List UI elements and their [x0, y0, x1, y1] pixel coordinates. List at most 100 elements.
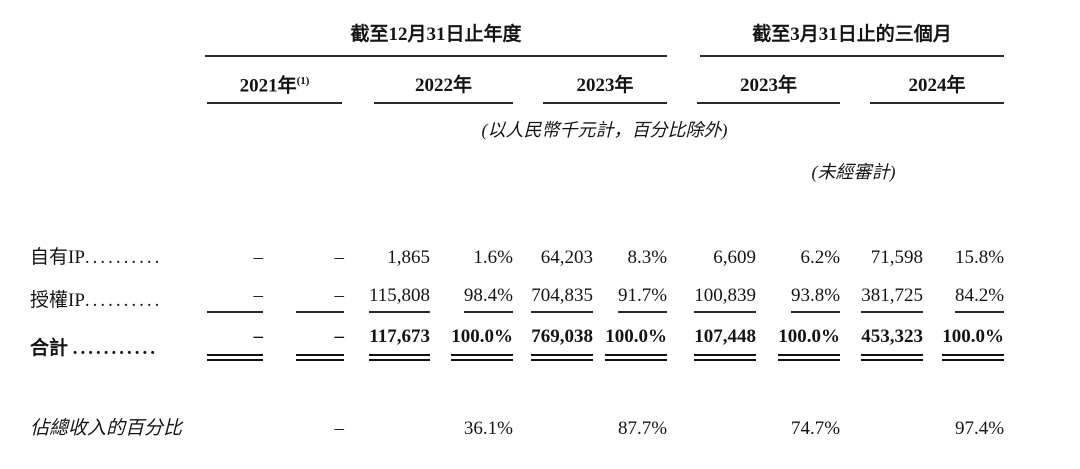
cell: 115,808 [344, 270, 430, 314]
cell [667, 417, 756, 441]
cell: 8.3% [593, 246, 667, 270]
col-group-annual-title: 截至12月31日止年度 [205, 0, 668, 57]
row-label-licensed-ip: 授權IP.......... [30, 270, 205, 313]
col-group-annual: 截至12月31日止年度 [205, 0, 668, 57]
year-col-2023-q1: 2023年 [667, 57, 841, 105]
value: 97.4% [954, 418, 1005, 440]
cell: 91.7% [593, 270, 668, 314]
value: 453,323 [861, 325, 924, 362]
row-label-text: 自有IP [30, 247, 85, 269]
value: 84.2% [954, 284, 1005, 314]
prospectus-table-section: 截至12月31日止年度 截至3月31日止的三個月 2021年(1) 2022年 … [30, 0, 1005, 441]
row-label-text: 授權IP [30, 290, 85, 312]
value: 100.0% [778, 325, 841, 362]
value: 100,839 [694, 284, 757, 314]
cell: 64,203 [513, 246, 593, 270]
cell: 93.8% [756, 270, 841, 314]
unit-note-row: (以人民幣千元計，百分比除外) [30, 104, 1004, 141]
value: 98.4% [463, 284, 513, 314]
dot-leader: .......... [84, 290, 163, 312]
cell: 87.7% [593, 417, 667, 441]
cell: – [263, 313, 344, 362]
cell: 769,038 [513, 313, 593, 362]
spacer-row [30, 184, 1004, 246]
year-label-2021: 2021年(1) [207, 57, 342, 105]
cell: 1.6% [430, 246, 513, 270]
cell: 453,323 [840, 313, 924, 362]
cell: – [205, 270, 263, 314]
cell [840, 417, 923, 441]
year-label-2023: 2023年 [543, 62, 668, 105]
value: 381,725 [861, 284, 924, 314]
cell: 117,673 [344, 313, 430, 362]
year-label-2023-q1: 2023年 [697, 62, 841, 105]
cell: 100,839 [667, 270, 757, 314]
row-pct-of-revenue: 佔總收入的百分比 – 36.1% 87.7% 74.7% 97.4% [30, 417, 1004, 441]
value: 64,203 [540, 247, 593, 269]
value: – [296, 325, 344, 362]
cell [205, 417, 263, 441]
value: 100.0% [942, 325, 1005, 362]
value: 6.2% [800, 247, 841, 269]
cell: 704,835 [513, 270, 593, 314]
value: 91.7% [617, 284, 668, 314]
cell: 1,865 [344, 246, 430, 270]
value: 74.7% [790, 418, 841, 440]
year-header-row: 2021年(1) 2022年 2023年 2023年 2024年 [30, 57, 1005, 105]
value: 769,038 [531, 325, 593, 362]
year-col-2021: 2021年(1) [205, 57, 344, 105]
value: 100.0% [451, 325, 513, 362]
cell: 15.8% [923, 246, 1004, 270]
row-label-pct-of-revenue: 佔總收入的百分比 [30, 418, 183, 440]
value: 1,865 [387, 247, 430, 269]
year-text: 2021年 [239, 75, 297, 97]
value: 15.8% [954, 247, 1005, 269]
unaudited-note-row: (未經審計) [30, 141, 1004, 184]
value: – [334, 247, 345, 269]
revenue-by-ip-table: 截至12月31日止年度 截至3月31日止的三個月 2021年(1) 2022年 … [30, 0, 1005, 441]
empty-cell [30, 104, 205, 141]
col-group-quarterly: 截至3月31日止的三個月 [667, 0, 1005, 57]
cell: 36.1% [430, 417, 513, 441]
cell: – [263, 270, 344, 314]
cell: 6,609 [667, 246, 756, 270]
value: 93.8% [790, 284, 841, 314]
corner-cell [30, 0, 205, 57]
value: 6,609 [713, 247, 757, 269]
row-own-ip: 自有IP.......... – – 1,865 1.6% 64,203 8.3… [30, 246, 1004, 270]
cell [344, 417, 430, 441]
empty-cell [30, 57, 205, 104]
cell: 100.0% [756, 313, 841, 362]
value: 36.1% [463, 418, 513, 440]
row-label-text: 合計 [30, 338, 69, 360]
value: 87.7% [617, 418, 668, 440]
value: 115,808 [368, 284, 430, 314]
row-licensed-ip: 授權IP.......... – – 115,808 98.4% 704,835… [30, 270, 1005, 314]
value: 8.3% [627, 247, 668, 269]
year-label-2024-q1: 2024年 [870, 62, 1005, 105]
year-label-2022: 2022年 [374, 62, 513, 105]
value: 107,448 [694, 325, 757, 362]
value: – [334, 418, 345, 440]
cell: – [205, 313, 263, 362]
row-label-total: 合計 ........... [30, 313, 205, 361]
cell: 97.4% [923, 417, 1004, 441]
dot-leader: .......... [84, 247, 163, 269]
cell: 84.2% [923, 270, 1005, 314]
year-col-2023: 2023年 [513, 57, 668, 105]
unit-note: (以人民幣千元計，百分比除外) [481, 120, 728, 141]
cell: 100.0% [593, 313, 668, 362]
value: 704,835 [531, 284, 593, 314]
value: 117,673 [369, 325, 430, 362]
value: 71,598 [870, 247, 924, 269]
cell: 100.0% [923, 313, 1005, 362]
cell: 100.0% [430, 313, 513, 362]
dot-leader: ........... [72, 338, 159, 360]
value: 1.6% [473, 247, 513, 269]
cell: – [263, 417, 345, 441]
value: 100.0% [605, 325, 668, 362]
row-label-own-ip: 自有IP.......... [30, 246, 205, 270]
cell: 98.4% [430, 270, 513, 314]
value: – [207, 284, 263, 314]
cell: 74.7% [756, 417, 840, 441]
